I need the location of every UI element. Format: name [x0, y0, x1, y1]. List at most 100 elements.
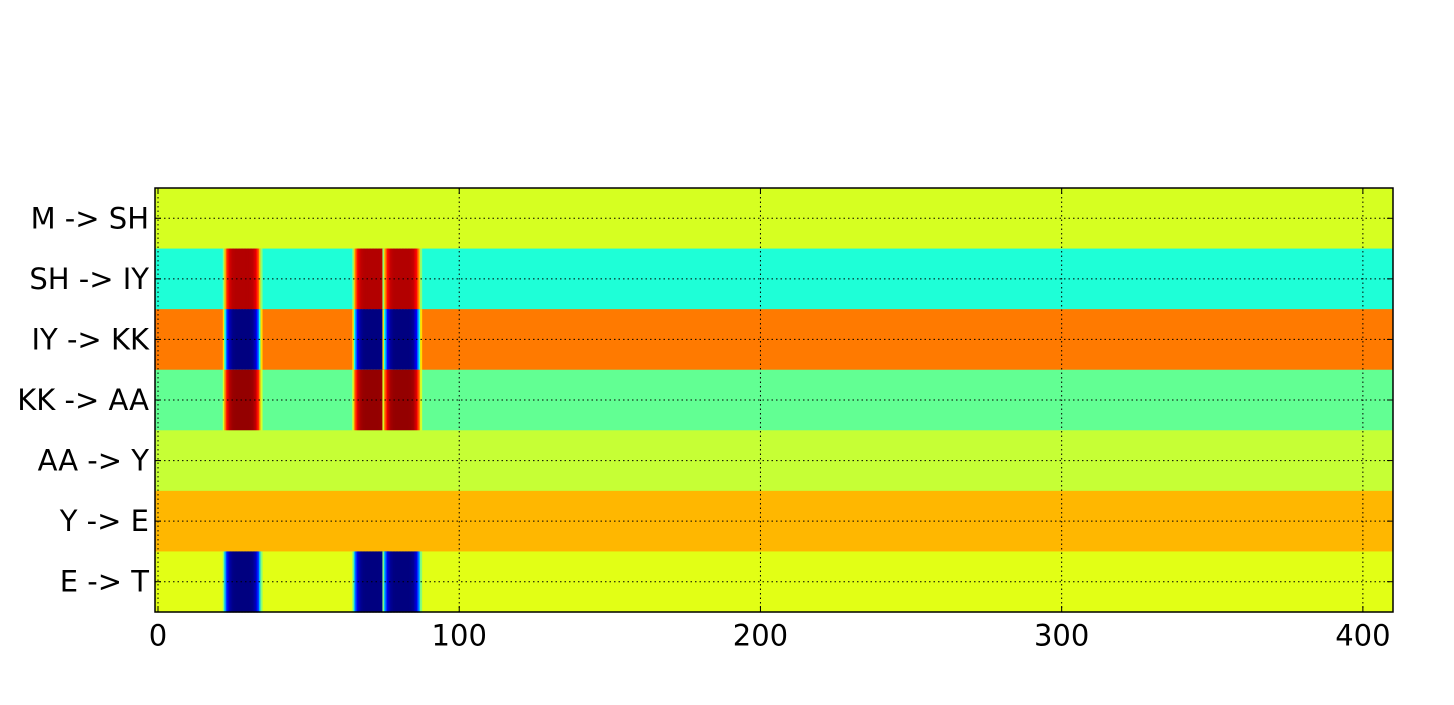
heatmap-cell [367, 248, 370, 310]
heatmap-cell [230, 369, 233, 431]
heatmap-cell [255, 309, 259, 371]
heatmap-cell [395, 369, 399, 431]
heatmap-cell [367, 369, 370, 431]
heatmap-cell [242, 369, 245, 431]
heatmap-cell [237, 248, 240, 310]
heatmap-cell [373, 248, 376, 310]
heatmap-cell [239, 248, 242, 310]
heatmap-cell [252, 369, 256, 431]
heatmap-cell [371, 248, 374, 310]
heatmap-cell [358, 248, 361, 310]
heatmap-cell [395, 551, 399, 613]
heatmap-cell [260, 248, 263, 310]
heatmap-cell [257, 369, 260, 431]
heatmap-cell [394, 248, 397, 310]
heatmap-cell [389, 551, 393, 613]
heatmap-cell [391, 551, 394, 613]
heatmap-cell [418, 369, 421, 431]
heatmap-cell [228, 248, 231, 310]
heatmap-cell [242, 309, 245, 371]
heatmap-cell [257, 248, 260, 310]
heatmap-cell [243, 369, 246, 431]
heatmap-cell [412, 551, 415, 613]
heatmap-cell [398, 248, 402, 310]
heatmap-cell [417, 309, 420, 371]
heatmap-cell [376, 309, 379, 371]
heatmap-cell [225, 551, 228, 613]
heatmap-cell [364, 248, 367, 310]
heatmap-cell [224, 248, 227, 310]
heatmap-cell [367, 309, 370, 371]
heatmap-cell [403, 369, 406, 431]
heatmap-cell [385, 551, 388, 613]
heatmap-cell [403, 309, 406, 371]
heatmap-cell [403, 248, 406, 310]
heatmap-cell [362, 248, 365, 310]
heatmap-cell [405, 248, 408, 310]
heatmap-cell [246, 248, 249, 310]
heatmap-cell [376, 248, 379, 310]
heatmap-cell [359, 309, 362, 371]
heatmap-cell [389, 248, 393, 310]
heatmap-cell [252, 309, 256, 371]
heatmap-cell [368, 551, 371, 613]
heatmap-cell [382, 551, 385, 613]
heatmap-cell [234, 309, 237, 371]
y-tick-label: KK -> AA [17, 383, 149, 417]
heatmap-cell [359, 369, 362, 431]
heatmap-cell [364, 551, 367, 613]
heatmap-cell [362, 551, 365, 613]
heatmap-cell [412, 248, 415, 310]
heatmap-cell [418, 309, 421, 371]
heatmap-cell [400, 369, 403, 431]
heatmap-cell [246, 369, 249, 431]
heatmap-cell [405, 551, 408, 613]
heatmap-cell [386, 248, 390, 310]
heatmap-cell [355, 369, 358, 431]
heatmap-cell [385, 309, 388, 371]
heatmap-cell [248, 551, 251, 613]
heatmap-cell [368, 309, 371, 371]
heatmap-cell [389, 369, 393, 431]
heatmap-cell [414, 309, 417, 371]
heatmap-cell [386, 369, 390, 431]
heatmap-cell [417, 551, 420, 613]
heatmap-cell [371, 309, 374, 371]
heatmap-cell [385, 248, 388, 310]
heatmap-cell [382, 369, 385, 431]
heatmap-cell [408, 551, 411, 613]
heatmap-cell [251, 551, 254, 613]
heatmap-cell [251, 309, 254, 371]
heatmap-cell [237, 369, 240, 431]
heatmap-cell [233, 309, 236, 371]
heatmap-cell [255, 369, 259, 431]
x-tick-label: 300 [1034, 619, 1089, 653]
heatmap-cell [380, 369, 384, 431]
heatmap-cell [364, 369, 367, 431]
x-tick-label: 0 [149, 619, 167, 653]
heatmap-cell [257, 551, 260, 613]
heatmap-cell [418, 551, 421, 613]
heatmap-cell [382, 248, 385, 310]
heatmap-cell [417, 248, 420, 310]
axis-ticks [155, 188, 1393, 612]
heatmap-cell [353, 248, 356, 310]
heatmap-cell [391, 248, 394, 310]
heatmap-cell [385, 369, 388, 431]
heatmap-cell [248, 248, 251, 310]
y-tick-label: AA -> Y [38, 444, 150, 478]
heatmap-cell [239, 369, 242, 431]
heatmap-cell [376, 551, 379, 613]
heatmap-cell [376, 369, 379, 431]
y-tick-label: M -> SH [31, 201, 149, 235]
heatmap-cell [368, 248, 371, 310]
heatmap-cell [260, 369, 263, 431]
heatmap-cell [242, 551, 245, 613]
heatmap-cell [395, 248, 399, 310]
heatmap-cell [368, 369, 371, 431]
heatmap-cell [380, 248, 384, 310]
heatmap-cell [353, 551, 356, 613]
heatmap-cell [362, 309, 365, 371]
heatmap-cell [400, 248, 403, 310]
